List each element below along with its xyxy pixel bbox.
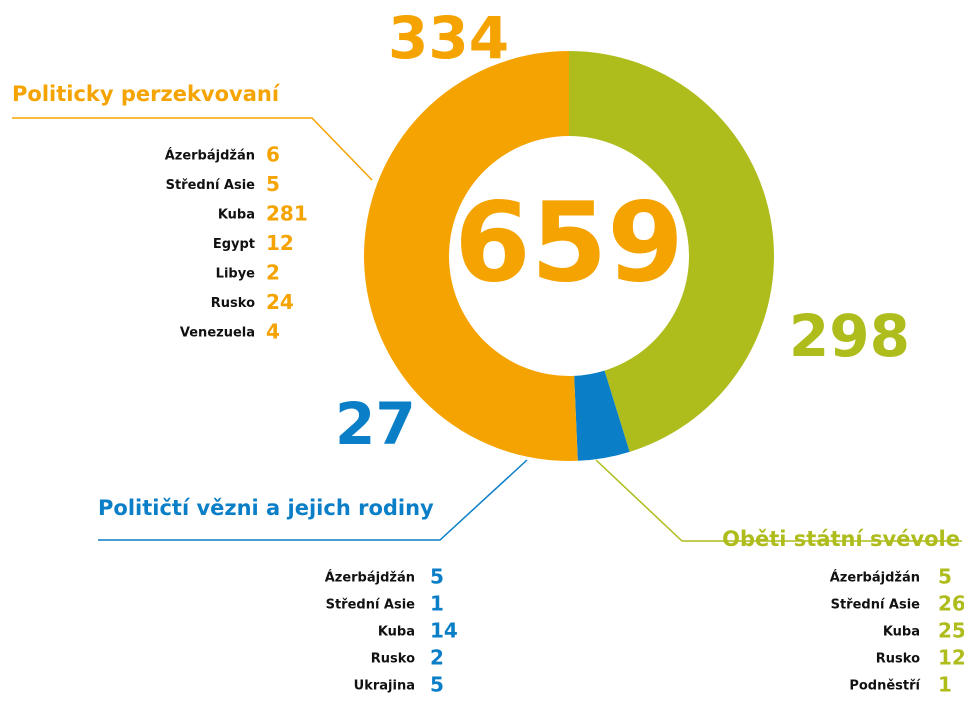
- breakdown-country: Střední Asie: [166, 178, 256, 193]
- segment-value: 298: [789, 302, 910, 370]
- leader-line: [98, 459, 528, 541]
- donut-segment: [574, 370, 630, 461]
- breakdown-country: Libye: [216, 267, 256, 282]
- breakdown-value: 254: [938, 619, 964, 643]
- breakdown-value: 5: [430, 565, 444, 589]
- breakdown-value: 6: [266, 143, 280, 167]
- breakdown-country: Ázerbájdžán: [165, 148, 255, 164]
- breakdown-value: 1: [430, 592, 444, 616]
- breakdown-country: Kuba: [218, 208, 255, 223]
- breakdown-value: 281: [266, 202, 308, 226]
- breakdown-value: 26: [938, 592, 964, 616]
- segment-value: 334: [388, 4, 509, 72]
- breakdown-country: Egypt: [213, 237, 255, 252]
- breakdown-country: Kuba: [378, 625, 415, 640]
- segment-value: 27: [335, 390, 416, 458]
- total: 659: [454, 178, 684, 306]
- donut-segment: [363, 51, 578, 461]
- breakdown-country: Ázerbájdžán: [325, 570, 415, 586]
- breakdown-value: 4: [266, 320, 280, 344]
- breakdown-value: 12: [938, 646, 964, 670]
- segment-name: Politicky perzekvovaní: [12, 82, 281, 106]
- leader-line: [595, 459, 962, 542]
- breakdown-value: 2: [430, 646, 444, 670]
- breakdown-country: Rusko: [211, 296, 255, 311]
- breakdown-country: Venezuela: [180, 326, 255, 341]
- segment-name: Političtí vězni a jejich rodiny: [98, 496, 434, 520]
- breakdown-value: 1: [938, 673, 952, 697]
- breakdown-country: Ukrajina: [354, 679, 415, 694]
- breakdown-value: 12: [266, 231, 294, 255]
- breakdown-value: 5: [430, 673, 444, 697]
- breakdown-value: 2: [266, 261, 280, 285]
- donut-segment: [569, 51, 775, 452]
- leader-line: [12, 117, 373, 181]
- breakdown-value: 5: [938, 565, 952, 589]
- breakdown-value: 5: [266, 172, 280, 196]
- breakdown-country: Střední Asie: [326, 598, 416, 613]
- breakdown-value: 24: [266, 290, 294, 314]
- breakdown-country: Rusko: [371, 652, 415, 667]
- breakdown-country: Rusko: [876, 652, 920, 667]
- breakdown-country: Ázerbájdžán: [830, 570, 920, 586]
- breakdown-country: Podněstří: [849, 679, 921, 694]
- segment-name: Oběti státní svévole: [722, 527, 960, 551]
- breakdown-country: Střední Asie: [831, 598, 921, 613]
- breakdown-value: 14: [430, 619, 458, 643]
- breakdown-country: Kuba: [883, 625, 920, 640]
